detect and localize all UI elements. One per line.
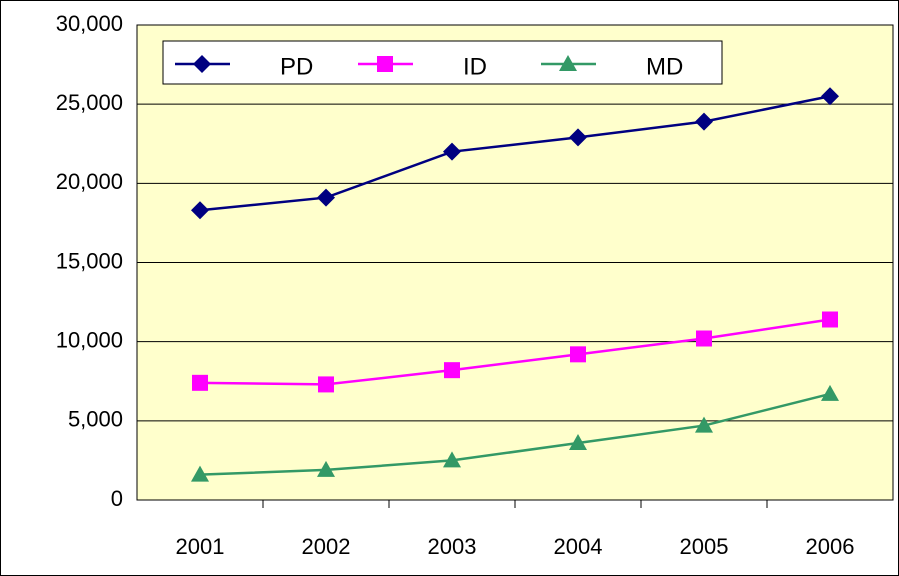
legend-label: ID	[463, 53, 487, 80]
marker	[695, 112, 713, 131]
y-tick-label: 15,000	[56, 248, 123, 273]
marker	[377, 56, 393, 72]
marker	[317, 188, 335, 207]
marker	[443, 451, 461, 468]
marker	[191, 201, 209, 220]
marker	[569, 128, 587, 147]
marker	[695, 416, 713, 433]
series-line	[199, 318, 831, 386]
x-tick-label: 2006	[806, 534, 855, 559]
marker	[318, 376, 334, 393]
x-tick-label: 2001	[176, 534, 225, 559]
series-line	[199, 392, 831, 476]
marker	[696, 330, 712, 347]
x-tick-label: 2002	[302, 534, 351, 559]
y-tick-label: 10,000	[56, 327, 123, 352]
legend-label: MD	[646, 53, 683, 80]
marker	[192, 374, 208, 391]
y-tick-label: 30,000	[56, 11, 123, 36]
x-tick-label: 2004	[554, 534, 603, 559]
marker	[317, 460, 335, 477]
y-tick-label: 0	[111, 486, 123, 511]
marker	[570, 346, 586, 363]
x-tick-label: 2005	[680, 534, 729, 559]
marker	[443, 142, 461, 161]
marker	[559, 55, 577, 71]
marker	[821, 384, 839, 401]
y-tick-label: 5,000	[68, 407, 123, 432]
marker	[444, 362, 460, 379]
legend	[162, 40, 723, 85]
marker	[193, 55, 211, 73]
marker	[569, 434, 587, 450]
marker	[822, 311, 838, 328]
x-tick-label: 2003	[428, 534, 477, 559]
marker	[191, 465, 209, 482]
y-tick-label: 20,000	[56, 169, 123, 194]
series-line	[199, 95, 831, 212]
y-tick-label: 25,000	[56, 90, 123, 115]
legend-label: PD	[280, 53, 313, 80]
marker	[821, 87, 839, 106]
